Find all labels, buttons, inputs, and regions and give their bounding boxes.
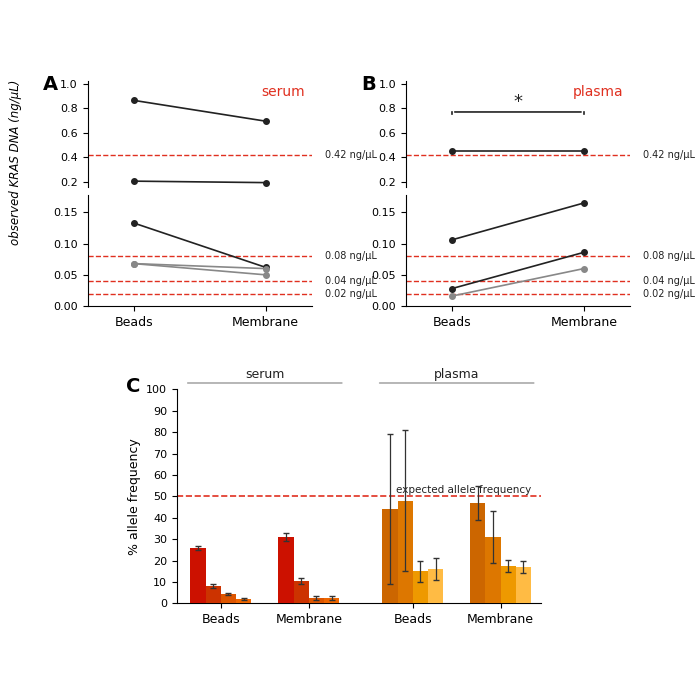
Text: 0.08 ng/μL: 0.08 ng/μL [643,251,695,261]
Text: plasma: plasma [573,85,623,98]
Text: C: C [126,376,140,395]
Bar [324,598,340,603]
Text: serum: serum [261,85,305,98]
Text: serum: serum [245,368,284,381]
Bar [500,566,516,603]
Bar [413,572,428,603]
Text: plasma: plasma [434,368,480,381]
Text: 0.02 ng/μL: 0.02 ng/μL [325,289,377,298]
Bar [279,537,293,603]
Bar [206,586,220,603]
Text: 0.02 ng/μL: 0.02 ng/μL [643,289,696,298]
Text: observed KRAS DNA (ng/μL): observed KRAS DNA (ng/μL) [9,80,22,245]
Text: 0.04 ng/μL: 0.04 ng/μL [325,276,377,286]
Bar [190,548,206,603]
Bar [309,598,324,603]
Text: B: B [361,75,376,94]
Bar [428,569,443,603]
Text: A: A [43,75,58,94]
Bar [398,500,413,603]
Y-axis label: % allele frequency: % allele frequency [127,438,141,555]
Text: expected allele frequency: expected allele frequency [395,485,531,495]
Bar [236,599,251,603]
Bar [486,537,500,603]
Text: *: * [513,94,522,111]
Bar [470,503,486,603]
Text: 0.04 ng/μL: 0.04 ng/μL [643,276,695,286]
Bar [220,594,236,603]
Text: 0.08 ng/μL: 0.08 ng/μL [325,251,377,261]
Bar [293,581,309,603]
Text: 0.42 ng/μL: 0.42 ng/μL [325,150,377,160]
Bar [382,509,398,603]
Text: 0.42 ng/μL: 0.42 ng/μL [643,150,696,160]
Bar [516,567,531,603]
